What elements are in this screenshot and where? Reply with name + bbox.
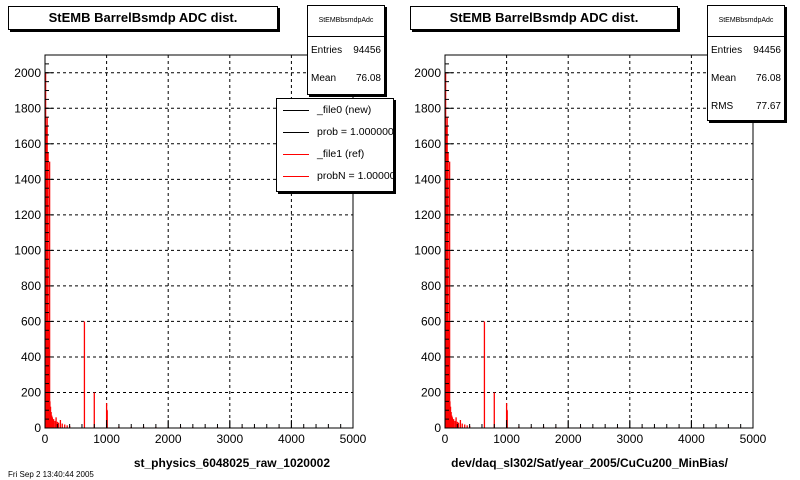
legend-label: _file0 (new) [317,104,372,116]
y-tick-label: 2000 [414,66,441,80]
histogram-title: StEMB BarrelBsmdp ADC dist. [8,6,278,30]
stats-value: 76.08 [355,73,381,84]
stats-row-entries: Entries 94456 [708,37,784,65]
y-tick-label: 0 [434,421,441,435]
y-tick-label: 1800 [14,101,41,115]
histogram-panel-left: 0 200 400 600 800 1000 1200 1400 1600 1800 2000 0 10… [8,5,394,470]
y-tick-label: 1400 [414,172,441,186]
y-tick-label: 400 [421,350,441,364]
y-tick-label: 1800 [414,101,441,115]
stats-row-mean: Mean 76.08 [308,65,384,93]
legend-label: prob = 1.000000 [317,126,394,138]
stats-row-entries: Entries 94456 [308,37,384,65]
stats-value: 94456 [353,45,381,56]
y-tick-label: 2000 [14,66,41,80]
x-tick-label: 3000 [616,432,643,446]
x-tick-label: 2000 [555,432,582,446]
x-tick-label: 1000 [93,432,120,446]
legend-label: probN = 1.000000 [317,170,394,182]
legend-line-prob [283,132,309,133]
stats-label: RMS [711,101,734,112]
y-tick-label: 1000 [414,243,441,257]
y-tick-label: 600 [421,314,441,328]
stats-value: 94456 [753,45,781,56]
stats-label: Mean [711,73,737,84]
legend: _file0 (new) prob = 1.000000 _file1 (ref… [276,98,394,192]
stats-row-mean: Mean 76.08 [708,65,784,93]
legend-entry-new: _file0 (new) [277,99,393,121]
legend-line-ref [283,154,309,155]
stats-box: StEMBbsmdpAdc Entries 94456 Mean 76.08 R… [707,5,785,121]
legend-line-probn [283,176,309,177]
legend-entry-prob: prob = 1.000000 [277,121,393,143]
y-tick-label: 1400 [14,172,41,186]
y-tick-label: 1600 [414,137,441,151]
stats-box: StEMBbsmdpAdc Entries 94456 Mean 76.08 [307,5,385,95]
x-tick-label: 1000 [493,432,520,446]
x-tick-label: 2000 [155,432,182,446]
legend-label: _file1 (ref) [317,148,365,160]
stats-label: Entries [311,45,343,56]
y-tick-label: 800 [421,279,441,293]
y-tick-label: 1200 [14,208,41,222]
x-tick-label: 5000 [740,432,767,446]
stats-title: StEMBbsmdpAdc [308,6,384,37]
x-tick-label: 0 [42,432,49,446]
x-axis-label: dev/daq_sl302/Sat/year_2005/CuCu200_MinB… [451,456,728,470]
stats-row-rms: RMS 77.67 [708,93,784,121]
x-axis-label: st_physics_6048025_raw_1020002 [133,456,330,470]
y-tick-label: 600 [21,314,41,328]
x-tick-label: 4000 [278,432,305,446]
y-tick-label: 200 [421,385,441,399]
legend-entry-ref: _file1 (ref) [277,143,393,165]
timestamp-footer: Fri Sep 2 13:40:44 2005 [8,470,94,479]
x-tick-label: 4000 [678,432,705,446]
stats-label: Entries [711,45,743,56]
stats-value: 76.08 [755,73,781,84]
x-tick-label: 3000 [216,432,243,446]
y-tick-label: 400 [21,350,41,364]
y-tick-label: 1600 [14,137,41,151]
y-tick-label: 0 [34,421,41,435]
plot-area [445,55,753,428]
x-tick-label: 5000 [340,432,367,446]
y-tick-label: 800 [21,279,41,293]
stats-label: Mean [311,73,337,84]
histogram-plot-right: 0 200 400 600 800 1000 1200 1400 1600 1800 2000 0 10… [414,54,767,446]
y-tick-label: 1000 [14,243,41,257]
histogram-panel-right: 0 200 400 600 800 1000 1200 1400 1600 1800 2000 0 10… [400,0,800,480]
y-tick-label: 200 [21,385,41,399]
stats-value: 77.67 [755,101,781,112]
stats-title: StEMBbsmdpAdc [708,6,784,37]
legend-line-new [283,110,309,111]
y-tick-label: 1200 [414,208,441,222]
legend-entry-probn: probN = 1.000000 [277,165,393,187]
histogram-title: StEMB BarrelBsmdp ADC dist. [410,6,678,30]
x-tick-label: 0 [442,432,449,446]
